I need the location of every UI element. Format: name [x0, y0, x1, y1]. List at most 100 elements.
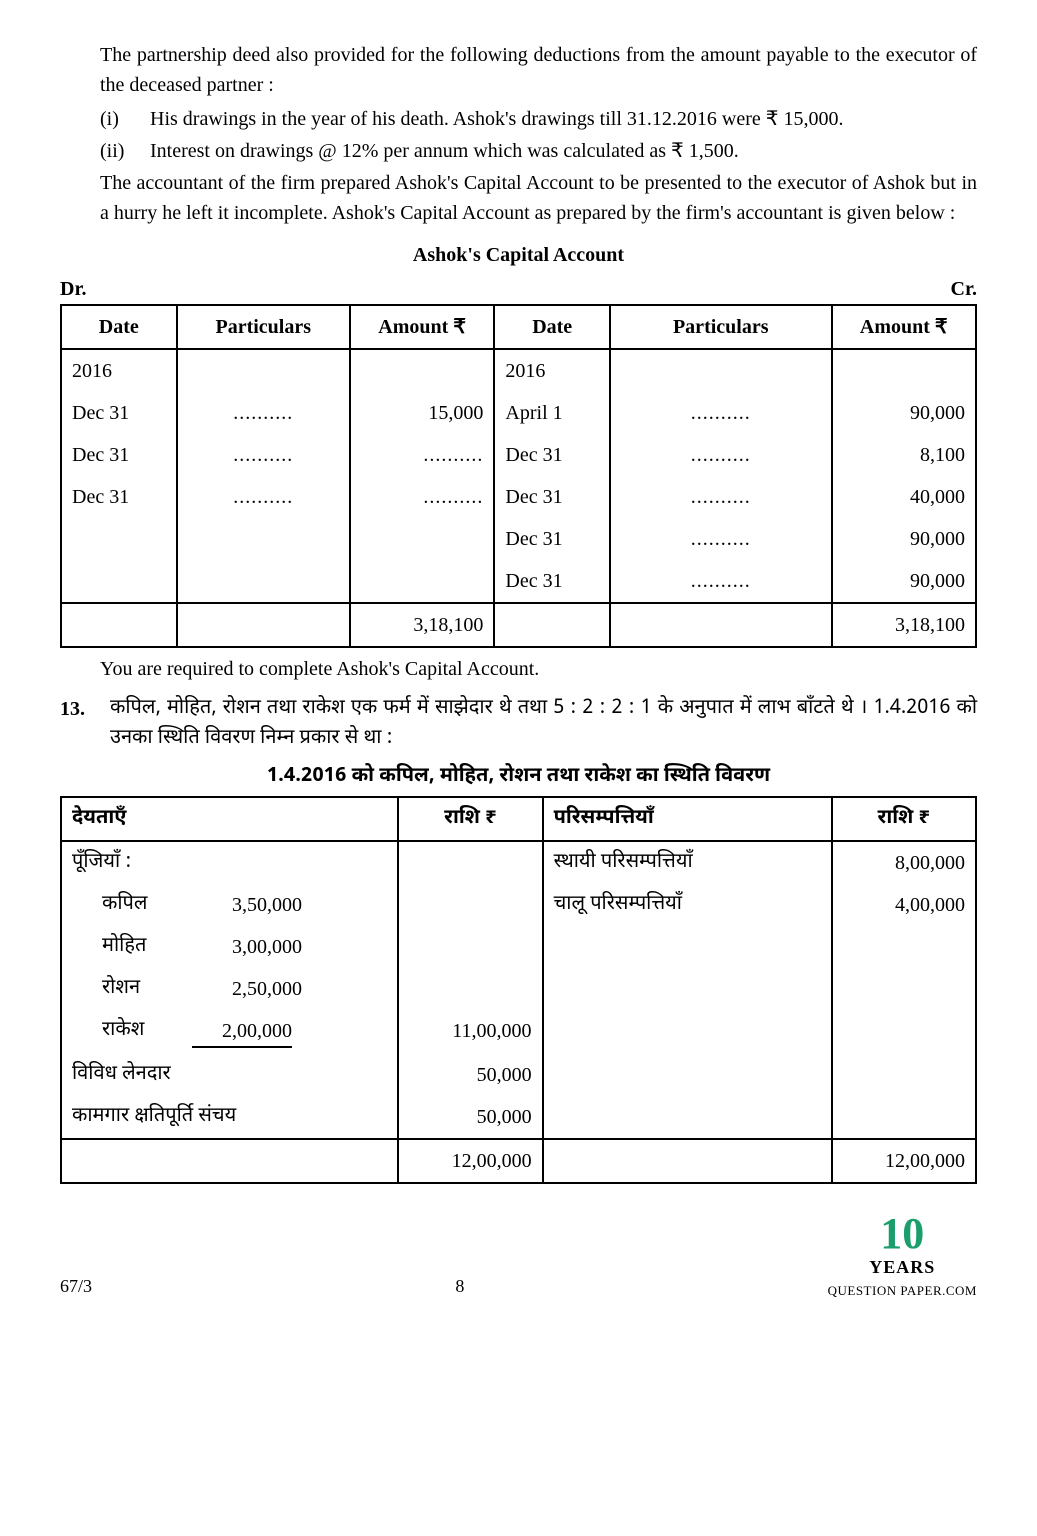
table1-title: Ashok's Capital Account	[60, 240, 977, 270]
partner-val: 3,50,000	[192, 890, 302, 920]
t1-cell: ..........	[610, 392, 832, 434]
t2-cell	[398, 926, 542, 968]
t1-cell: Dec 31	[494, 434, 610, 476]
t1-cell: ..........	[177, 476, 350, 518]
t1-cell: 90,000	[832, 560, 977, 603]
t1-cell: ..........	[610, 560, 832, 603]
t2-asset-2: चालू परिसम्पत्तियाँ	[543, 884, 832, 926]
t1-total: 3,18,100	[832, 603, 977, 647]
t1-cell: 8,100	[832, 434, 977, 476]
t2-cell	[832, 968, 977, 1010]
t1-cell: Dec 31	[494, 476, 610, 518]
t1-cell: 90,000	[832, 392, 977, 434]
table2-title: 1.4.2016 को कपिल, मोहित, रोशन तथा राकेश …	[60, 762, 977, 792]
t2-wcf-val: 50,000	[398, 1096, 542, 1139]
t1-cell: ..........	[177, 434, 350, 476]
t2-cell	[832, 926, 977, 968]
t2-cell	[398, 968, 542, 1010]
intro-para-1: The partnership deed also provided for t…	[100, 40, 977, 100]
t2-cell	[543, 1096, 832, 1139]
t1-total: 3,18,100	[350, 603, 494, 647]
t1-h-amt-l: Amount ₹	[350, 305, 494, 349]
list-text-ii: Interest on drawings @ 12% per annum whi…	[150, 136, 977, 166]
t2-h-liab: देयताएँ	[61, 797, 398, 841]
t2-cell	[832, 1096, 977, 1139]
t1-h-date-r: Date	[494, 305, 610, 349]
t2-total-l: 12,00,000	[398, 1139, 542, 1183]
t2-partner-row: मोहित 3,00,000	[61, 926, 398, 968]
balance-sheet-table: देयताएँ राशि ₹ परिसम्पत्तियाँ राशि ₹ पूँ…	[60, 796, 977, 1184]
t1-total	[61, 603, 177, 647]
t1-cell	[610, 349, 832, 392]
t1-cell	[177, 560, 350, 603]
t2-partner-row: कपिल 3,50,000	[61, 884, 398, 926]
dr-label: Dr.	[60, 274, 86, 304]
t2-asset-1-val: 8,00,000	[832, 841, 977, 884]
t1-cell: 90,000	[832, 518, 977, 560]
t2-cell	[543, 1010, 832, 1054]
t1-cell: ..........	[610, 434, 832, 476]
t1-cell: 15,000	[350, 392, 494, 434]
t1-cell	[177, 518, 350, 560]
t2-partner-row: रोशन 2,50,000	[61, 968, 398, 1010]
t1-cell	[177, 349, 350, 392]
t1-h-amt-r: Amount ₹	[832, 305, 977, 349]
t1-cell: Dec 31	[494, 518, 610, 560]
watermark-qp: QUESTION PAPER.COM	[828, 1281, 977, 1301]
t1-cell	[350, 349, 494, 392]
t2-h-assets: परिसम्पत्तियाँ	[543, 797, 832, 841]
t1-cell	[832, 349, 977, 392]
t2-sundry-val: 50,000	[398, 1054, 542, 1096]
t1-total	[494, 603, 610, 647]
partner-val: 2,00,000	[192, 1016, 292, 1048]
t2-cell	[543, 968, 832, 1010]
t2-wcf: कामगार क्षतिपूर्ति संचय	[61, 1096, 398, 1139]
t2-asset-2-val: 4,00,000	[832, 884, 977, 926]
t1-cell: ..........	[610, 476, 832, 518]
t1-cell	[350, 560, 494, 603]
watermark-years: YEARS	[828, 1254, 977, 1281]
cr-label: Cr.	[951, 274, 977, 304]
t2-cell	[832, 1054, 977, 1096]
footer-code: 67/3	[60, 1273, 92, 1300]
t2-cell	[543, 926, 832, 968]
t2-cap-total: 11,00,000	[398, 1010, 542, 1054]
t1-cell: 2016	[61, 349, 177, 392]
t2-cell	[832, 1010, 977, 1054]
t1-cell: Dec 31	[61, 476, 177, 518]
partner-val: 3,00,000	[192, 932, 302, 962]
t1-cell: Dec 31	[61, 392, 177, 434]
t1-cell	[61, 560, 177, 603]
t2-h-amt-r: राशि ₹	[832, 797, 977, 841]
t2-total	[543, 1139, 832, 1183]
t2-asset-1: स्थायी परिसम्पत्तियाँ	[543, 841, 832, 884]
t1-total	[610, 603, 832, 647]
list-text-i: His drawings in the year of his death. A…	[150, 104, 977, 134]
t1-cell: 2016	[494, 349, 610, 392]
t2-cap-label: पूँजियाँ :	[61, 841, 398, 884]
list-num-i: (i)	[100, 104, 150, 134]
partner-name: रोशन	[72, 974, 192, 1004]
partner-name: कपिल	[72, 890, 192, 920]
capital-account-table: Date Particulars Amount ₹ Date Particula…	[60, 304, 977, 648]
t1-cell: Dec 31	[494, 560, 610, 603]
page-number: 8	[455, 1273, 464, 1300]
list-item-ii: (ii) Interest on drawings @ 12% per annu…	[100, 136, 977, 166]
t1-cell: 40,000	[832, 476, 977, 518]
t2-cell	[543, 1054, 832, 1096]
t1-cell: ..........	[350, 476, 494, 518]
t2-cell	[398, 884, 542, 926]
t1-h-part-l: Particulars	[177, 305, 350, 349]
list-num-ii: (ii)	[100, 136, 150, 166]
t1-cell: Dec 31	[61, 434, 177, 476]
t1-cell	[350, 518, 494, 560]
list-item-i: (i) His drawings in the year of his deat…	[100, 104, 977, 134]
post-table-text: You are required to complete Ashok's Cap…	[60, 654, 977, 684]
t1-cell: April 1	[494, 392, 610, 434]
t1-h-date-l: Date	[61, 305, 177, 349]
t1-cell: ..........	[177, 392, 350, 434]
intro-para-2: The accountant of the firm prepared Asho…	[100, 168, 977, 228]
watermark-ten: 10	[828, 1214, 977, 1254]
partner-val: 2,50,000	[192, 974, 302, 1004]
t1-h-part-r: Particulars	[610, 305, 832, 349]
